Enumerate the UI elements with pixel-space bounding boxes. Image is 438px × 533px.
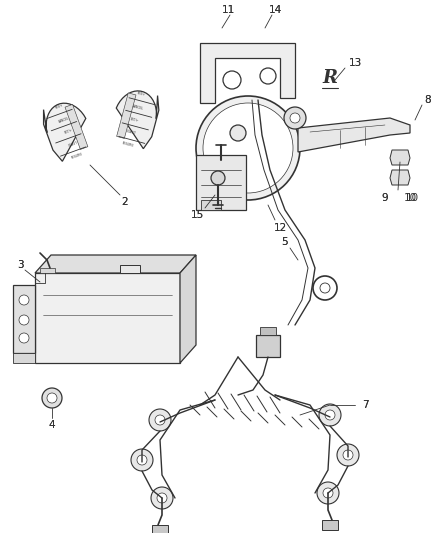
Text: 10: 10	[406, 193, 419, 203]
Text: COAST: COAST	[68, 141, 78, 148]
Circle shape	[155, 415, 165, 425]
Text: CANCEL: CANCEL	[58, 116, 71, 124]
Polygon shape	[390, 150, 410, 165]
Text: SET/+: SET/+	[130, 117, 139, 123]
Polygon shape	[117, 93, 136, 139]
Text: R: R	[322, 69, 338, 87]
Text: 2: 2	[122, 197, 128, 207]
Circle shape	[19, 315, 29, 325]
Text: 5: 5	[282, 237, 288, 247]
Text: 5: 5	[282, 237, 288, 247]
Circle shape	[151, 487, 173, 509]
Text: 13: 13	[348, 58, 362, 68]
Polygon shape	[200, 43, 295, 103]
Polygon shape	[298, 118, 410, 152]
Text: CANCEL: CANCEL	[132, 104, 144, 111]
Text: 3: 3	[17, 260, 23, 270]
Circle shape	[19, 295, 29, 305]
Text: 2: 2	[122, 197, 128, 207]
Text: RESUME: RESUME	[71, 152, 84, 160]
Text: 9: 9	[381, 193, 389, 203]
Polygon shape	[116, 91, 159, 149]
Circle shape	[230, 125, 246, 141]
Text: 15: 15	[191, 210, 204, 220]
Polygon shape	[256, 335, 280, 357]
Text: 11: 11	[221, 5, 235, 15]
Polygon shape	[35, 255, 196, 273]
Circle shape	[137, 455, 147, 465]
Polygon shape	[65, 104, 88, 149]
Text: COAST: COAST	[126, 130, 137, 136]
Text: 3: 3	[17, 260, 23, 270]
Polygon shape	[35, 273, 180, 363]
Polygon shape	[152, 525, 168, 533]
Polygon shape	[180, 255, 196, 363]
Polygon shape	[196, 155, 246, 210]
Polygon shape	[40, 268, 55, 273]
Polygon shape	[13, 285, 35, 353]
Circle shape	[337, 444, 359, 466]
Polygon shape	[322, 520, 338, 530]
Text: 15: 15	[191, 210, 204, 220]
Text: RES+: RES+	[137, 91, 146, 97]
Polygon shape	[13, 353, 35, 363]
Text: 14: 14	[268, 5, 282, 15]
Circle shape	[343, 450, 353, 460]
Polygon shape	[201, 200, 221, 210]
Text: 10: 10	[403, 193, 417, 203]
Text: RES+: RES+	[55, 103, 64, 110]
Text: RESUME: RESUME	[121, 142, 134, 149]
Text: 12: 12	[273, 223, 286, 233]
Circle shape	[131, 449, 153, 471]
Polygon shape	[120, 265, 140, 273]
Text: 11: 11	[221, 5, 235, 15]
Circle shape	[290, 113, 300, 123]
Circle shape	[325, 410, 335, 420]
Text: SET/+: SET/+	[64, 128, 74, 135]
Text: 4: 4	[49, 420, 55, 430]
Text: 4: 4	[49, 420, 55, 430]
Circle shape	[320, 283, 330, 293]
Circle shape	[223, 71, 241, 89]
Circle shape	[284, 107, 306, 129]
Circle shape	[149, 409, 171, 431]
Circle shape	[19, 333, 29, 343]
Polygon shape	[43, 103, 86, 161]
Text: 12: 12	[273, 223, 286, 233]
Circle shape	[47, 393, 57, 403]
Circle shape	[196, 96, 300, 200]
Circle shape	[317, 482, 339, 504]
Text: 9: 9	[381, 193, 389, 203]
Circle shape	[260, 68, 276, 84]
Text: 8: 8	[425, 95, 431, 105]
Text: 14: 14	[268, 5, 282, 15]
Text: 7: 7	[362, 400, 368, 410]
Polygon shape	[260, 327, 276, 335]
Circle shape	[211, 171, 225, 185]
Circle shape	[323, 488, 333, 498]
Text: 7: 7	[362, 400, 368, 410]
Circle shape	[313, 276, 337, 300]
Circle shape	[203, 103, 293, 193]
Polygon shape	[390, 170, 410, 185]
Text: 13: 13	[348, 58, 362, 68]
Circle shape	[42, 388, 62, 408]
Circle shape	[157, 493, 167, 503]
Circle shape	[319, 404, 341, 426]
Text: 8: 8	[425, 95, 431, 105]
